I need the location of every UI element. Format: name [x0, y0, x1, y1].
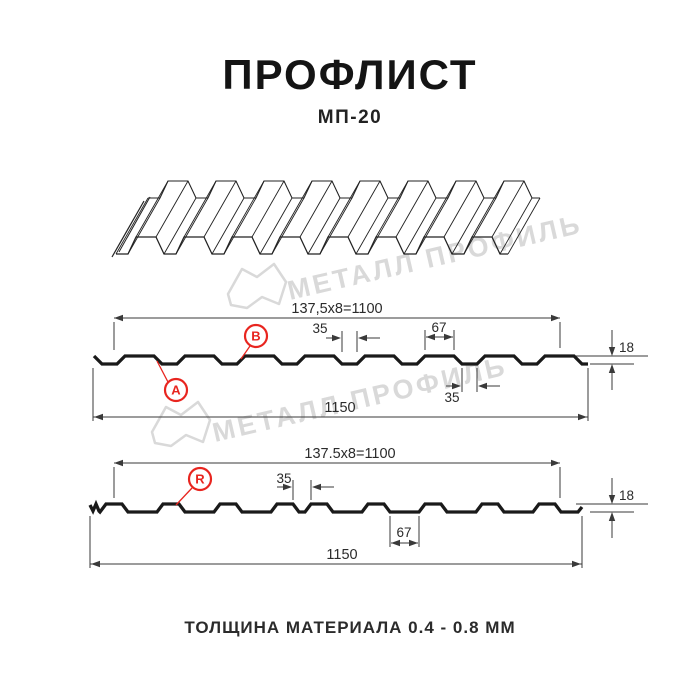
- sheet-edge: [148, 180, 540, 199]
- dim-valley-label: 67: [396, 525, 411, 540]
- watermark-label: МЕТАЛЛ ПРОФИЛЬ: [285, 209, 585, 306]
- dim-crest-width-label: 67: [431, 320, 446, 335]
- callout-r-badge: [187, 466, 213, 492]
- header: ПРОФЛИСТ МП-20: [0, 54, 700, 129]
- watermark-text: МЕТАЛЛ ПРОФИЛЬ: [285, 209, 585, 306]
- profile-outline: [92, 354, 588, 366]
- page-title: ПРОФЛИСТ: [222, 51, 478, 98]
- watermark-logo-icon: [150, 400, 212, 448]
- profile-outline: [88, 499, 584, 515]
- callout-a-badge: [163, 377, 189, 403]
- profile-drawing-bottom-texts: 137.5x8=1100 35 67 18 1150 R: [187, 446, 634, 563]
- callout-b-label: B: [251, 329, 260, 344]
- callout-a-label: A: [171, 383, 181, 398]
- dim-crest-gap-label: 35: [312, 321, 327, 336]
- dim-valley-label: 35: [444, 390, 459, 405]
- dim-pair-label: 35: [276, 471, 291, 486]
- watermark-logo-icon: [226, 262, 288, 310]
- profile-drawing-bottom: [88, 459, 648, 568]
- profile-drawing-top-texts: 137,5x8=1100 35 67 18 35 1150 A B: [163, 301, 634, 416]
- sheet-edge: [116, 236, 508, 255]
- dim-module-label: 137.5x8=1100: [304, 446, 395, 462]
- dim-height-label: 18: [619, 488, 634, 503]
- dim-overall-label: 1150: [326, 547, 357, 563]
- page-subtitle: МП-20: [317, 107, 383, 128]
- dim-module-label: 137,5x8=1100: [291, 301, 382, 317]
- callout-b-badge: [243, 323, 269, 349]
- dim-overall-label: 1150: [324, 400, 355, 416]
- sheet-3d-view: [111, 180, 541, 258]
- dim-height-label: 18: [619, 340, 634, 355]
- footer-note: ТОЛЩИНА МАТЕРИАЛА 0.4 - 0.8 ММ: [184, 618, 516, 637]
- callout-r-label: R: [195, 472, 205, 487]
- profile-drawing-top: [92, 314, 648, 421]
